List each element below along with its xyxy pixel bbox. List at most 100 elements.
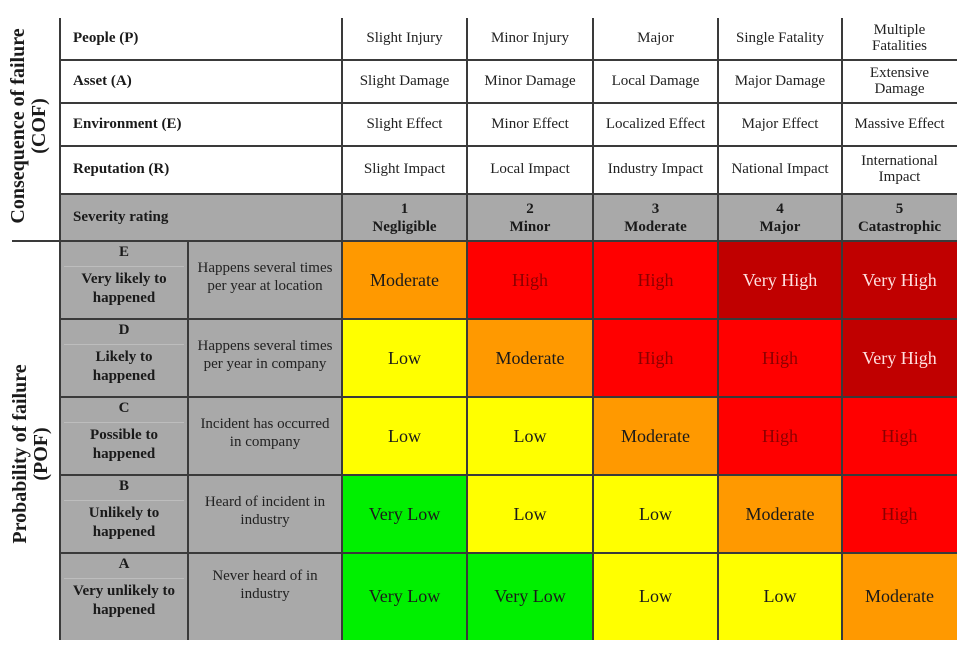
grid-line [60, 318, 957, 320]
severity-level-cell: 1 Negligible [342, 194, 467, 241]
grid-line [60, 474, 957, 476]
severity-level-number: 4 [776, 200, 784, 217]
risk-cell-high: High [467, 241, 593, 319]
risk-cell-high: High [593, 319, 718, 397]
severity-level-cell: 3 Moderate [593, 194, 718, 241]
severity-level-number: 5 [895, 200, 904, 217]
severity-level-name: Catastrophic [857, 218, 942, 235]
probability-level-label: C Possible to happened [64, 399, 184, 473]
severity-level-name: Minor [509, 218, 551, 235]
consequence-category-label: Reputation (R) [73, 161, 170, 178]
consequence-value-cell: National Impact [731, 161, 829, 178]
probability-row-background [60, 475, 342, 553]
probability-level-letter: E [64, 243, 184, 268]
grid-line [60, 240, 957, 242]
risk-cell-very-high: Very High [842, 319, 957, 397]
grid-line [60, 102, 957, 104]
risk-cell-very-low: Very Low [467, 553, 593, 640]
probability-description: Happens several times per year in compan… [197, 338, 333, 372]
consequence-category-label: Environment (E) [73, 115, 182, 132]
probability-level-name: Likely to happened [92, 349, 156, 385]
consequence-category-label: People (P) [73, 30, 139, 47]
consequence-axis-label-line1: Consequence of failure [7, 28, 29, 224]
risk-cell-moderate: Moderate [342, 241, 467, 319]
grid-line [60, 145, 957, 147]
risk-cell-high: High [718, 319, 842, 397]
risk-cell-low: Low [342, 397, 467, 475]
probability-level-label: E Very likely to happened [64, 243, 184, 317]
consequence-value-cell: Localized Effect [605, 115, 706, 132]
consequence-value-cell: Slight Effect [366, 115, 443, 132]
risk-cell-very-high: Very High [842, 241, 957, 319]
grid-line [60, 59, 957, 61]
consequence-value-cell: Single Fatality [736, 30, 824, 47]
severity-level-number: 1 [400, 200, 409, 217]
probability-axis-label-line1: Probability of failure [9, 364, 31, 544]
consequence-value-cell: Minor Injury [491, 30, 569, 47]
risk-cell-high: High [718, 397, 842, 475]
probability-description: Heard of incident in industry [204, 494, 326, 528]
consequence-value-cell: Multiple Fatalities [872, 22, 927, 54]
severity-level-cell: 4 Major [718, 194, 842, 241]
probability-axis-label: Probability of failure (POF) [9, 344, 54, 564]
grid-line [717, 18, 719, 640]
probability-level-name: Very unlikely to happened [73, 583, 175, 619]
consequence-value-cell: Major [637, 30, 674, 47]
probability-level-name: Very likely to happened [81, 271, 167, 307]
probability-row-background [60, 397, 342, 475]
consequence-value-cell: Local Damage [611, 72, 700, 89]
probability-level-letter: C [64, 399, 184, 424]
probability-row-background [60, 241, 342, 319]
risk-cell-low: Low [718, 553, 842, 640]
risk-cell-moderate: Moderate [593, 397, 718, 475]
severity-level-name: Negligible [372, 218, 437, 235]
risk-cell-low: Low [467, 475, 593, 553]
probability-description: Happens several times per year at locati… [197, 260, 333, 294]
probability-level-label: A Very unlikely to happened [64, 555, 184, 638]
risk-cell-very-low: Very Low [342, 553, 467, 640]
probability-description: Incident has occurred in company [200, 416, 330, 450]
probability-level-name: Possible to happened [90, 427, 158, 463]
grid-line [59, 18, 61, 640]
consequence-value-cell: Minor Effect [491, 115, 569, 132]
probability-level-name: Unlikely to happened [88, 505, 160, 541]
severity-level-name: Major [759, 218, 801, 235]
severity-level-name: Moderate [624, 218, 687, 235]
risk-cell-low: Low [593, 475, 718, 553]
grid-line [841, 18, 843, 640]
consequence-axis-label-line2: (COF) [28, 98, 50, 154]
consequence-value-cell: Massive Effect [854, 115, 945, 132]
consequence-category-label: Asset (A) [73, 72, 132, 89]
probability-level-letter: D [64, 321, 184, 346]
risk-cell-high: High [842, 475, 957, 553]
risk-cell-low: Low [342, 319, 467, 397]
risk-cell-moderate: Moderate [718, 475, 842, 553]
severity-level-number: 2 [526, 200, 534, 217]
risk-cell-moderate: Moderate [467, 319, 593, 397]
severity-level-cell: 5 Catastrophic [842, 194, 957, 241]
consequence-value-cell: Major Effect [741, 115, 819, 132]
axis-separator-line [12, 240, 60, 242]
risk-cell-very-high: Very High [718, 241, 842, 319]
grid-line [466, 18, 468, 640]
grid-line [60, 193, 957, 195]
consequence-axis-label: Consequence of failure (COF) [7, 16, 52, 236]
consequence-value-cell: Local Impact [490, 161, 570, 178]
probability-level-letter: B [64, 477, 184, 502]
grid-line [187, 241, 189, 640]
probability-level-label: B Unlikely to happened [64, 477, 184, 551]
severity-level-cell: 2 Minor [467, 194, 593, 241]
grid-line [60, 396, 957, 398]
risk-cell-low: Low [593, 553, 718, 640]
consequence-value-cell: Major Damage [734, 72, 826, 89]
risk-cell-high: High [842, 397, 957, 475]
consequence-value-cell: International Impact [861, 153, 938, 185]
grid-line [60, 552, 957, 554]
probability-description: Never heard of in industry [212, 568, 318, 602]
consequence-value-cell: Minor Damage [484, 72, 576, 89]
grid-line [592, 18, 594, 640]
probability-level-label: D Likely to happened [64, 321, 184, 395]
consequence-value-cell: Slight Injury [366, 30, 443, 47]
probability-row-background [60, 553, 342, 640]
probability-level-letter: A [64, 555, 184, 580]
